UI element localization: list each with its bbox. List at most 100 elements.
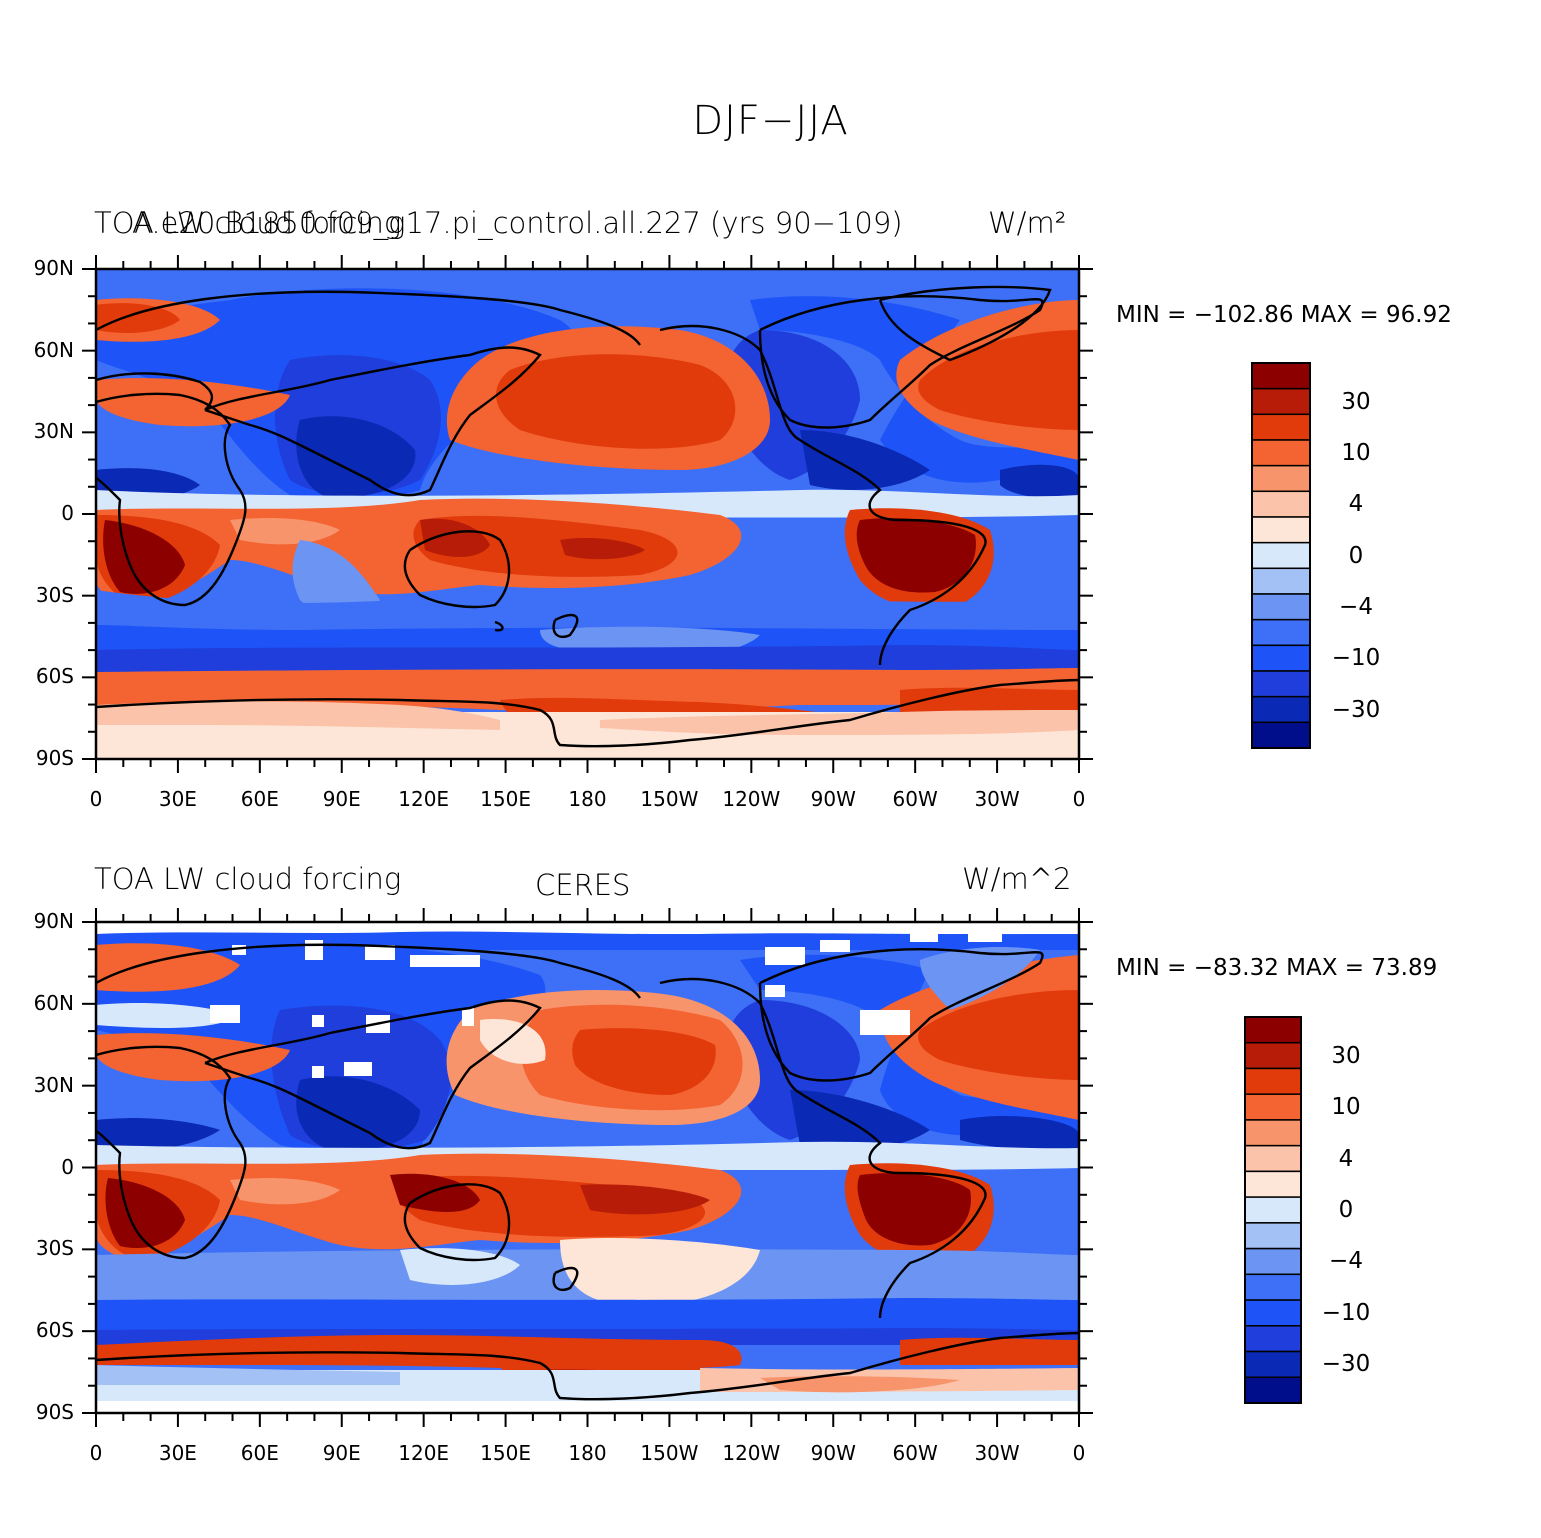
lat-tick-label: 30N [33, 1072, 74, 1097]
lon-tick-label: 0 [1072, 1441, 1086, 1465]
lon-tick-label: 60E [240, 787, 279, 811]
lon-tick-label: 180 [568, 787, 607, 811]
colorbar-tick-label: −10 [1331, 645, 1381, 672]
panel1-map [96, 269, 1079, 759]
colorbar2-frame [1244, 1016, 1302, 1404]
lon-tick-label: 150E [480, 1441, 531, 1465]
lon-tick-label: 120E [398, 787, 450, 811]
colorbar-tick-label: 0 [1348, 542, 1364, 569]
colorbar2-swatch [1244, 1247, 1302, 1276]
lon-tick-label: 90W [810, 787, 856, 811]
colorbar2-swatch [1244, 1273, 1302, 1301]
colorbar1-swatch [1251, 516, 1311, 544]
colorbar1-swatch [1251, 695, 1311, 724]
colorbar1-swatch [1251, 721, 1311, 749]
panel2-units: W/m^2 [962, 862, 1072, 896]
lat-tick-label: 0 [61, 1154, 74, 1179]
lon-tick-label: 120W [722, 787, 781, 811]
colorbar1-swatch [1251, 413, 1311, 441]
colorbar1-swatch [1251, 439, 1311, 467]
colorbar1-swatch [1251, 670, 1311, 698]
lon-tick-label: 120E [398, 1441, 450, 1465]
colorbar2-swatch [1244, 1325, 1302, 1353]
lon-tick-label: 60W [892, 1441, 938, 1465]
colorbar-tick-label: −30 [1331, 696, 1381, 723]
lat-tick-label: 60N [33, 337, 74, 362]
colorbar2-swatch [1244, 1376, 1302, 1404]
lat-tick-label: 90S [35, 1400, 74, 1424]
panel1-left-label: TOA LW cloud forcing [94, 206, 402, 240]
colorbar2-swatch [1244, 1067, 1302, 1095]
colorbar-tick-label: −30 [1321, 1351, 1371, 1378]
lon-tick-label: 90E [322, 787, 361, 811]
colorbar-tick-label: 4 [1338, 1145, 1354, 1172]
colorbar-tick-label: 4 [1348, 491, 1364, 518]
colorbar1-frame [1251, 362, 1311, 749]
lon-tick-label: 120W [722, 1441, 781, 1465]
colorbar1-swatch [1251, 644, 1311, 672]
lon-tick-label: 0 [89, 1441, 103, 1465]
panel1-min-max: MIN = −102.86 MAX = 96.92 [1116, 302, 1452, 328]
lon-tick-label: 150W [640, 1441, 699, 1465]
panel2-center-label: CERES [535, 868, 631, 902]
colorbars [1244, 362, 1311, 1404]
colorbar1-swatch [1251, 593, 1311, 621]
panel2-map [96, 922, 1079, 1413]
lat-tick-label: 60S [35, 1318, 74, 1343]
lon-tick-label: 30E [158, 1441, 197, 1465]
lat-tick-label: 90N [33, 909, 74, 933]
p1-coastlines [96, 285, 1079, 748]
colorbar-tick-label: 0 [1338, 1197, 1354, 1223]
colorbar-tick-label: −10 [1321, 1299, 1371, 1326]
colorbar2-swatch [1244, 1093, 1302, 1121]
panel2-left-label: TOA LW cloud forcing [94, 862, 402, 896]
lat-tick-label: 30S [35, 582, 74, 607]
lat-tick-label: 60N [33, 990, 74, 1015]
colorbar1-swatch [1251, 618, 1311, 647]
panel1-units: W/m² [988, 206, 1067, 240]
colorbar2-swatch [1244, 1299, 1302, 1327]
lat-tick-label: 60S [35, 664, 74, 689]
colorbar1-swatch [1251, 567, 1311, 595]
colorbar2-swatch [1244, 1016, 1302, 1044]
lon-tick-label: 30E [158, 787, 197, 811]
colorbar2-swatch [1244, 1196, 1302, 1224]
colorbar2-swatch [1244, 1041, 1302, 1070]
panel1-case-label: A.e20.B1850.f09_g17.pi_control.all.227 (… [132, 206, 903, 240]
lat-tick-label: 30N [33, 419, 74, 444]
lon-tick-label: 150E [480, 787, 531, 811]
map-frames [82, 255, 1093, 1427]
colorbar1-swatch [1251, 387, 1311, 416]
lon-tick-label: 30W [974, 787, 1020, 811]
colorbar-tick-label: −4 [1329, 1248, 1363, 1275]
lat-tick-label: 90N [33, 256, 74, 280]
lon-tick-label: 180 [568, 1441, 607, 1465]
panel2-min-max: MIN = −83.32 MAX = 73.89 [1116, 955, 1438, 981]
colorbar1-swatch [1251, 541, 1311, 570]
colorbar2-swatch [1244, 1170, 1302, 1198]
colorbar2-swatch [1244, 1222, 1302, 1250]
lon-tick-label: 0 [1072, 787, 1086, 811]
lon-tick-label: 0 [89, 787, 103, 811]
lat-tick-label: 90S [35, 746, 74, 770]
colorbar2-swatch [1244, 1350, 1302, 1379]
lon-tick-label: 90W [810, 1441, 856, 1465]
lon-tick-label: 30W [974, 1441, 1020, 1465]
colorbar-tick-label: 30 [1331, 1042, 1361, 1069]
lat-tick-label: 0 [61, 501, 74, 525]
colorbar2-swatch [1244, 1119, 1302, 1147]
page-title: DJF−JJA [692, 98, 849, 144]
lon-tick-label: 90E [322, 1441, 361, 1465]
colorbar-tick-label: 30 [1341, 388, 1371, 415]
colorbar-tick-label: −4 [1339, 593, 1373, 620]
colorbar1-swatch [1251, 490, 1311, 518]
colorbar-tick-label: 10 [1331, 1094, 1361, 1121]
lon-tick-label: 60W [892, 787, 938, 811]
lon-tick-label: 150W [640, 787, 699, 811]
colorbar1-swatch [1251, 362, 1311, 390]
colorbar1-swatch [1251, 464, 1311, 493]
lat-tick-label: 30S [35, 1236, 74, 1261]
colorbar2-swatch [1244, 1144, 1302, 1173]
colorbar-tick-label: 10 [1341, 439, 1371, 466]
